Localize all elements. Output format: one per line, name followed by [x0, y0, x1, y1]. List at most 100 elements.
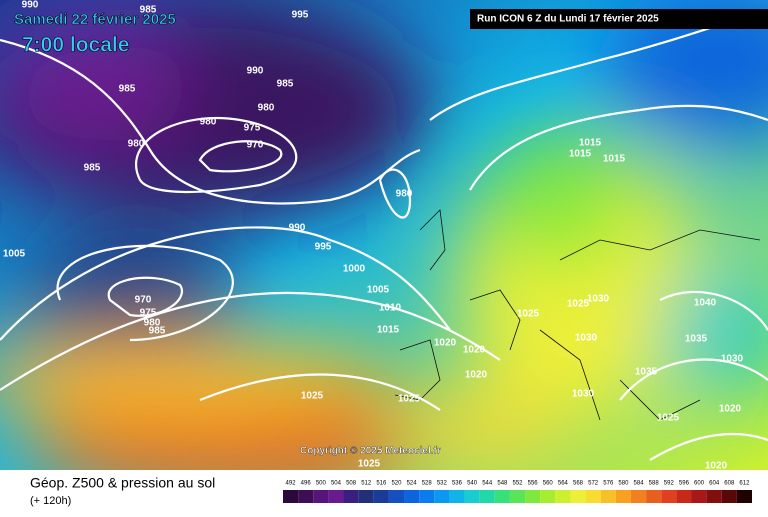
isobar-label: 975 — [244, 123, 261, 134]
scale-label: 592 — [664, 481, 675, 487]
scale-label: 508 — [346, 481, 357, 487]
isobar-label: 975 — [140, 308, 157, 319]
isobar-label: 1025 — [358, 459, 381, 470]
scale-swatch — [434, 490, 450, 503]
isobar-label: 1040 — [694, 298, 717, 309]
isobar-label: 1025 — [657, 413, 680, 424]
isobar-label: 1020 — [463, 345, 486, 356]
isobar-label: 1005 — [3, 249, 26, 260]
scale-label: 544 — [482, 481, 493, 487]
scale-swatch — [388, 490, 405, 503]
color-scale: 492 496 500 504 508 512 516 520 524 528 532 536 540 5… — [283, 481, 752, 503]
isobar-label: 990 — [289, 223, 306, 234]
scale-label: 596 — [679, 481, 690, 487]
scale-label: 492 — [286, 481, 297, 487]
scale-swatch — [358, 490, 374, 503]
scale-swatch — [479, 490, 495, 503]
scale-swatch — [343, 490, 359, 503]
scale-swatch — [494, 490, 510, 503]
isobar-label: 1025 — [567, 299, 590, 310]
scale-label: 600 — [694, 481, 705, 487]
isobar-label: 985 — [277, 79, 294, 90]
scale-swatch — [570, 490, 586, 503]
scale-label: 608 — [724, 481, 735, 487]
isobar-label: 1020 — [465, 370, 488, 381]
scale-label: 564 — [558, 481, 569, 487]
isobar-label: 1010 — [379, 303, 402, 314]
run-info: Run ICON 6 Z du Lundi 17 février 2025 — [477, 14, 659, 25]
scale-swatch — [464, 490, 480, 503]
isobar-label: 1025 — [398, 394, 421, 405]
isobar-label: 985 — [119, 84, 136, 95]
scale-label: 572 — [588, 481, 599, 487]
isobar-label: 985 — [140, 5, 157, 16]
isobar-label: 1035 — [685, 334, 708, 345]
isobar-label: 985 — [84, 163, 101, 174]
isobar-label: 980 — [396, 189, 413, 200]
scale-label: 580 — [618, 481, 629, 487]
isobar-label: 980 — [128, 139, 145, 150]
scale-swatch — [691, 490, 707, 503]
map-date: Samedi 22 février 2025 — [14, 11, 176, 28]
footer-title: Géop. Z500 & pression au sol — [30, 475, 215, 491]
scale-swatch — [540, 490, 556, 503]
scale-swatch — [676, 490, 692, 503]
scale-label: 576 — [603, 481, 614, 487]
isobar-label: 985 — [149, 326, 166, 337]
scale-swatch — [419, 490, 435, 503]
scale-swatch — [313, 490, 329, 503]
isobar-label: 970 — [247, 140, 264, 151]
isobar-label: 1030 — [572, 389, 595, 400]
scale-swatch — [736, 490, 752, 503]
isobar-label: 970 — [135, 295, 152, 306]
scale-label: 504 — [331, 481, 342, 487]
scale-label: 612 — [739, 481, 750, 487]
scale-swatch — [298, 490, 314, 503]
footer-lead: (+ 120h) — [30, 495, 71, 507]
isobar-label: 1025 — [517, 309, 540, 320]
scale-label: 556 — [528, 481, 539, 487]
isobar-labels: 990 985 9959909859859809759709809809859809… — [3, 0, 744, 472]
scale-label: 584 — [634, 481, 645, 487]
scale-swatch — [661, 490, 677, 503]
scale-label: 528 — [422, 481, 433, 487]
isobar-label: 995 — [292, 10, 309, 21]
scale-label: 516 — [376, 481, 387, 487]
isobar-label: 990 — [247, 66, 264, 77]
scale-swatch — [328, 490, 344, 503]
isobar-label: 995 — [315, 242, 332, 253]
isobar-label: 1020 — [434, 338, 457, 349]
scale-label: 548 — [497, 481, 508, 487]
scale-label: 560 — [543, 481, 554, 487]
isobar-label: 980 — [144, 318, 161, 329]
isobar-label: 1025 — [301, 391, 324, 402]
scale-swatch — [373, 490, 389, 503]
isobar-label: 1015 — [603, 154, 626, 165]
isobar-label: 1030 — [721, 354, 744, 365]
map-time: 7:00 locale — [22, 34, 129, 57]
scale-swatch — [630, 490, 647, 503]
isobar-label: 1005 — [367, 285, 390, 296]
scale-swatch — [721, 490, 737, 503]
isobar-label: 980 — [258, 103, 275, 114]
scale-label: 524 — [407, 481, 418, 487]
isobar-label: 1015 — [569, 149, 592, 160]
scale-swatch — [283, 490, 299, 503]
scale-label: 500 — [316, 481, 327, 487]
scale-swatch — [646, 490, 662, 503]
scale-label: 604 — [709, 481, 720, 487]
scale-label: 568 — [573, 481, 584, 487]
scale-swatch — [600, 490, 616, 503]
scale-swatch — [706, 490, 722, 503]
scale-label: 536 — [452, 481, 463, 487]
isobar-label: 1015 — [377, 325, 400, 336]
scale-label: 552 — [512, 481, 523, 487]
isobar-label: 990 — [22, 0, 39, 11]
scale-label: 532 — [437, 481, 448, 487]
scale-swatch — [404, 490, 420, 503]
scale-swatch — [585, 490, 601, 503]
scale-swatch — [509, 490, 526, 503]
scale-swatch — [615, 490, 631, 503]
isobar-label: 1030 — [575, 333, 598, 344]
